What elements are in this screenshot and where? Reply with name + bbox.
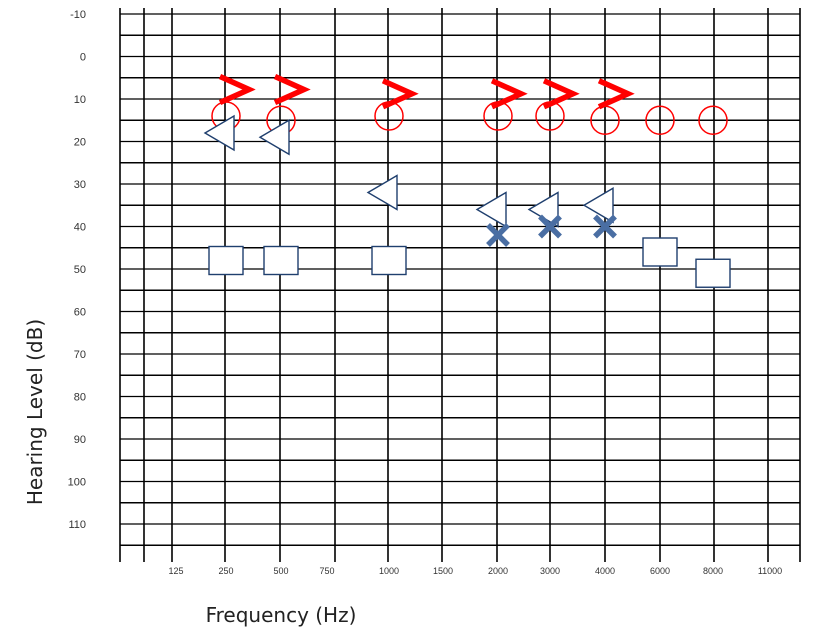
x-tick-label: 2000 [488,566,508,576]
x-tick-label: 6000 [650,566,670,576]
y-tick-labels: -10 0 10 20 30 40 50 60 70 80 90 100 110 [68,9,86,531]
x-tick-labels: 125 250 500 750 1000 1500 2000 3000 4000 6000 8000… [168,566,782,576]
x-tick-label: 250 [218,566,233,576]
y-tick-label: 20 [74,137,86,149]
y-tick-label: 80 [74,392,86,404]
x-tick-label: 8000 [703,566,723,576]
x-tick-label: 125 [168,566,183,576]
chevron-marker [597,78,635,110]
chevron-marker [381,78,419,110]
chevron-marker [273,73,311,106]
y-tick-label: 50 [74,264,86,276]
triangle-marker [203,114,235,152]
x-tick-label: 1500 [433,566,453,576]
y-tick-label: 110 [68,519,86,531]
chevron-marker [490,78,528,110]
square-marker [371,245,407,276]
x-marker [593,214,617,239]
y-tick-label: 0 [80,52,86,64]
circle-marker [698,105,728,135]
y-tick-label: 90 [74,434,86,446]
y-tick-label: 40 [74,222,86,234]
x-tick-label: 11000 [758,566,782,576]
chevron-marker [218,73,256,106]
y-tick-label: 10 [74,94,86,106]
square-marker [642,237,678,267]
y-axis-title: Hearing Level (dB) [23,319,47,505]
square-marker [695,258,731,288]
triangle-marker [258,119,290,156]
triangle-marker [366,174,398,211]
square-marker [208,245,244,276]
y-tick-label: 100 [68,477,86,489]
data-marks [203,73,731,288]
x-marker [486,223,510,247]
y-tick-label: 70 [74,349,86,361]
x-tick-label: 1000 [379,566,399,576]
square-marker [263,245,299,276]
chevron-marker [542,78,580,110]
x-tick-label: 500 [273,566,288,576]
x-tick-label: 3000 [540,566,560,576]
circle-marker [645,105,675,135]
triangle-marker [582,187,614,224]
x-tick-label: 750 [319,566,334,576]
y-tick-label: 30 [74,179,86,191]
y-tick-label: -10 [70,9,86,21]
y-tick-label: 60 [74,307,86,319]
x-marker [538,214,562,239]
x-axis-title: Frequency (Hz) [206,603,357,627]
triangle-marker [475,191,507,228]
x-tick-label: 4000 [595,566,615,576]
